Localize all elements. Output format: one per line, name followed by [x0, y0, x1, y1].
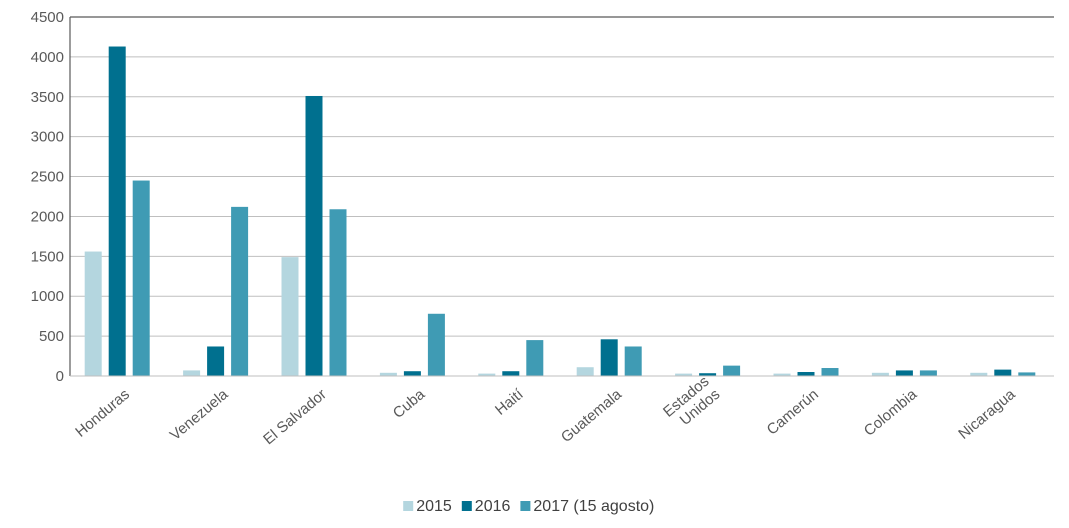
x-tick-label: El Salvador	[260, 386, 330, 448]
y-tick-label: 1500	[31, 248, 64, 265]
bar	[183, 370, 201, 376]
bar	[108, 46, 126, 377]
bar	[231, 206, 249, 376]
bar	[821, 368, 839, 376]
x-tick-label: Haití	[492, 385, 527, 418]
bars	[84, 46, 1036, 377]
y-tick-label: 2000	[31, 208, 64, 225]
bar	[403, 371, 421, 376]
y-tick-label: 1000	[31, 288, 64, 305]
y-tick-label: 4500	[31, 9, 64, 26]
bar	[970, 372, 988, 376]
bar	[576, 367, 594, 376]
bar	[624, 346, 642, 376]
bar	[871, 372, 889, 376]
bar	[305, 95, 323, 376]
y-tick-label: 4000	[31, 49, 64, 66]
y-tick-label: 3000	[31, 129, 64, 146]
bar	[675, 373, 693, 376]
y-tick-label: 3500	[31, 89, 64, 106]
x-tick-label: EstadosUnidos	[660, 373, 723, 434]
bar	[723, 365, 741, 376]
bar	[1018, 372, 1036, 376]
bar	[207, 346, 225, 376]
x-tick-label: Camerún	[764, 386, 822, 439]
bar	[526, 340, 544, 376]
bar	[502, 371, 520, 376]
bar	[797, 372, 815, 376]
bar	[84, 251, 102, 376]
bar	[895, 370, 913, 376]
bar	[699, 373, 717, 376]
bar	[773, 373, 791, 376]
y-tick-label: 2500	[31, 169, 64, 186]
y-axis: 0 500 1000 1500 2000 2500 3000 3500 4000 4500	[31, 9, 71, 385]
x-tick-label: Venezuela	[167, 385, 232, 443]
bar	[478, 373, 496, 376]
x-axis: Honduras Venezuela El Salvador Cuba Haití Gua…	[70, 373, 1054, 448]
x-tick-label: Colombia	[861, 385, 921, 439]
legend: 2015 2016 2017 (15 agosto)	[403, 498, 654, 515]
bar	[427, 313, 445, 376]
bar	[994, 369, 1012, 376]
bar	[600, 339, 618, 376]
bar	[379, 372, 397, 376]
y-tick-label: 500	[39, 328, 64, 345]
legend-label: 2016	[475, 498, 511, 515]
gridlines	[70, 16, 1054, 377]
y-tick-label: 0	[56, 368, 64, 385]
x-tick-label: Nicaragua	[955, 385, 1019, 442]
bar	[329, 209, 347, 376]
x-tick-label: Guatemala	[558, 385, 626, 446]
legend-label: 2017 (15 agosto)	[533, 498, 654, 515]
x-tick-label: Cuba	[390, 385, 429, 421]
x-tick-label: Honduras	[72, 386, 133, 441]
legend-label: 2015	[416, 498, 452, 515]
bar	[132, 180, 150, 376]
legend-swatch	[403, 501, 414, 511]
bar	[919, 370, 937, 376]
legend-swatch	[520, 501, 531, 511]
bar	[281, 257, 299, 376]
legend-swatch	[461, 501, 472, 511]
